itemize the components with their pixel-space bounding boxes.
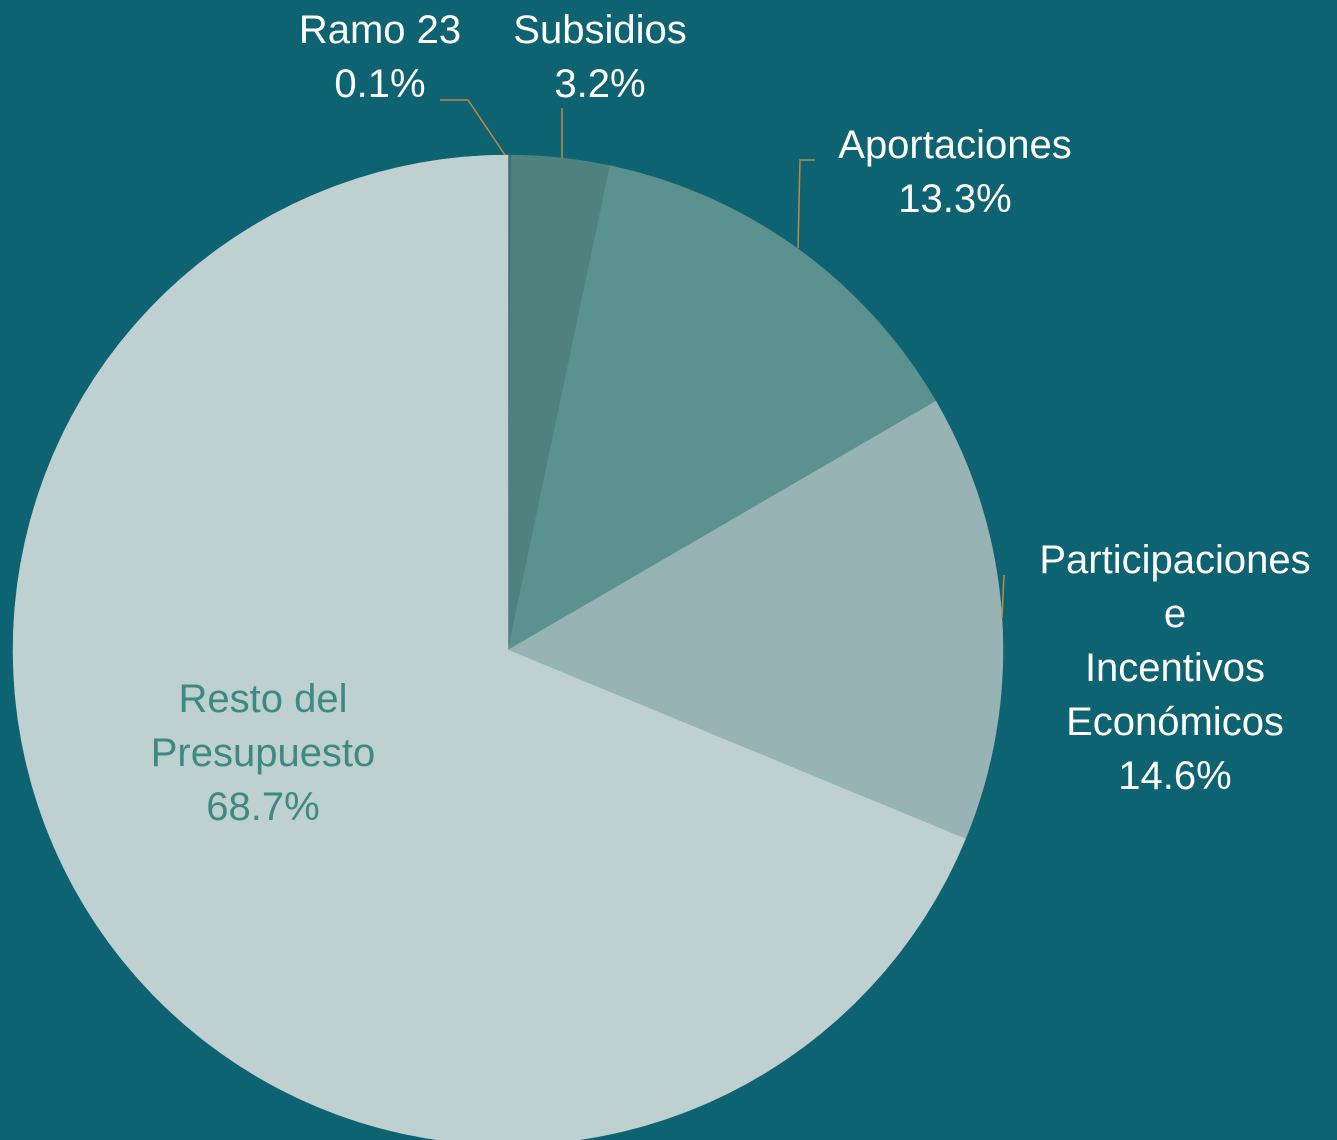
slice-value: 0.1% bbox=[334, 62, 426, 106]
slice-name: Participaciones e Incentivos Económicos bbox=[1039, 538, 1311, 744]
slice-name: Aportaciones bbox=[838, 123, 1072, 167]
leader-line bbox=[797, 159, 815, 249]
data-label: Aportaciones 13.3% bbox=[838, 118, 1071, 226]
slice-value: 14.6% bbox=[1118, 754, 1232, 798]
leader-line bbox=[440, 99, 506, 156]
data-label: Participaciones e Incentivos Económicos 1… bbox=[1010, 533, 1337, 803]
slice-value: 13.3% bbox=[898, 177, 1012, 221]
data-label: Subsidios 3.2% bbox=[513, 3, 686, 111]
leader-line bbox=[1001, 574, 1005, 619]
data-label: Resto del Presupuesto 68.7% bbox=[113, 672, 413, 834]
pie bbox=[12, 154, 1004, 1140]
data-label: Ramo 23 0.1% bbox=[299, 3, 461, 111]
slice-value: 68.7% bbox=[206, 785, 320, 829]
slice-name: Ramo 23 bbox=[298, 8, 462, 52]
pie-slice bbox=[12, 154, 966, 1140]
slice-name: Subsidios bbox=[513, 8, 687, 52]
slice-value: 3.2% bbox=[554, 62, 646, 106]
pie-slice bbox=[507, 165, 937, 651]
slice-name: Resto del Presupuesto bbox=[150, 677, 376, 775]
